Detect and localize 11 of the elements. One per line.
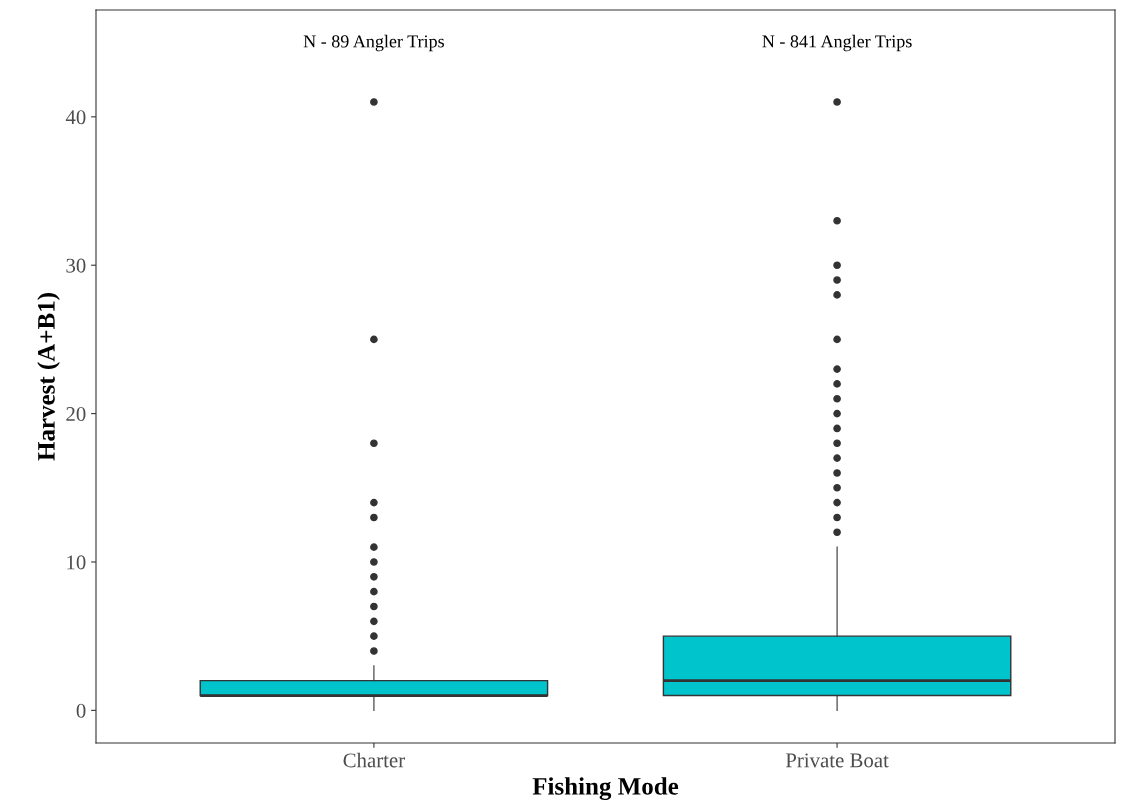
y-tick-label: 20 [66,406,86,422]
y-tick-label: 40 [65,110,86,125]
y-tick-label: 30 [66,258,86,273]
x-tick-label: Charter [343,752,405,768]
annotation: N - 89 Angler Trips [303,34,444,52]
y-tick-label: 10 [67,555,86,570]
y-axis-title: Harvest (A+B1) [37,293,60,461]
x-tick-label: Private Boat [785,753,889,768]
annotation: N - 841 Angler Trips [762,34,912,52]
x-axis-title: Fishing Mode [532,777,679,801]
y-tick-label: 0 [76,703,86,718]
